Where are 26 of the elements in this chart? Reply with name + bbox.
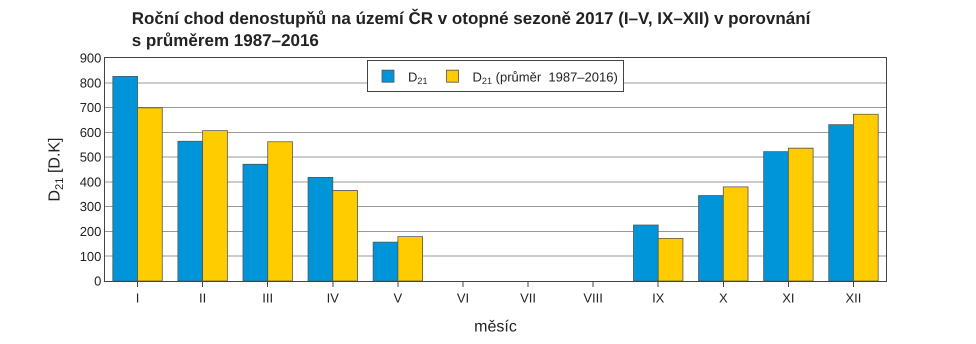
x-tick-label: IV — [326, 290, 340, 306]
x-axis-title: měsíc — [474, 318, 517, 336]
x-tick-label: XII — [846, 290, 862, 306]
y-tick-label: 400 — [80, 174, 102, 190]
y-tick-label: 600 — [80, 124, 102, 140]
y-tick-label: 700 — [80, 100, 102, 116]
y-tick-label: 900 — [80, 50, 102, 66]
y-tick-label: 500 — [80, 150, 102, 165]
chart-title: Roční chod denostupňů na území ČR v otopné sezoně 2017 (I–V, IX–XII) v porovnání s průměrem 1987–2016 — [132, 8, 812, 50]
y-tick-label: 200 — [80, 224, 102, 239]
x-tick-label: II — [199, 290, 206, 306]
x-tick-label: I — [136, 290, 140, 306]
x-tick-label: VII — [520, 290, 536, 306]
y-tick-label: 800 — [80, 75, 102, 90]
y-tick-label: 300 — [80, 199, 102, 214]
x-tick-label: IX — [652, 290, 665, 306]
y-tick-label: 0 — [94, 274, 102, 289]
x-tick-label: VI — [456, 290, 470, 306]
legend-label: D$_{21}$ (průměr 1987–2016) — [472, 69, 618, 86]
x-tick-label: XI — [782, 290, 795, 306]
x-tick-label: III — [262, 290, 274, 306]
x-tick-label: VIII — [583, 290, 603, 306]
x-tick-label: X — [718, 290, 728, 306]
x-tick-label: V — [394, 290, 403, 306]
y-tick-label: 100 — [80, 248, 102, 264]
legend-label: D$_{21}$ — [408, 69, 428, 86]
